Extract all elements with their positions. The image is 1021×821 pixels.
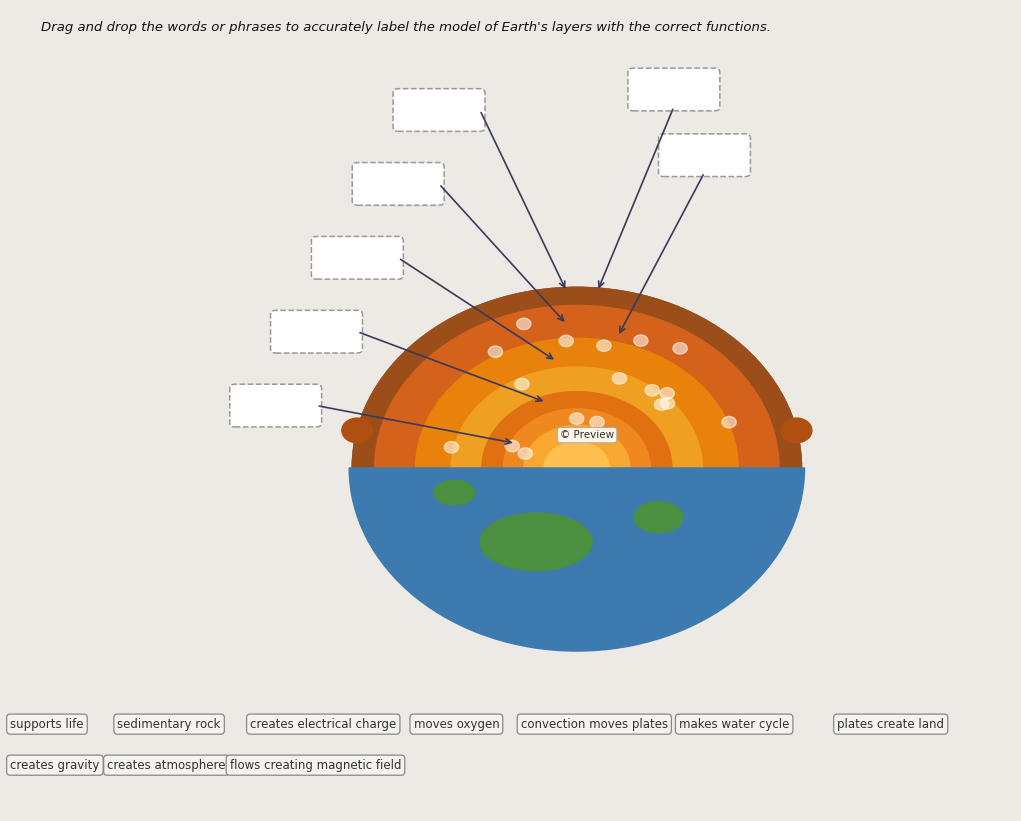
Wedge shape — [349, 468, 805, 651]
Circle shape — [654, 399, 669, 410]
Circle shape — [519, 447, 533, 459]
FancyBboxPatch shape — [659, 134, 750, 177]
Wedge shape — [352, 287, 801, 468]
Circle shape — [781, 418, 812, 443]
Circle shape — [488, 346, 502, 357]
FancyBboxPatch shape — [311, 236, 403, 279]
Circle shape — [570, 413, 584, 424]
Circle shape — [560, 335, 574, 346]
Text: supports life: supports life — [10, 718, 84, 731]
Text: creates electrical charge: creates electrical charge — [250, 718, 396, 731]
Wedge shape — [451, 367, 702, 468]
Circle shape — [634, 335, 648, 346]
Ellipse shape — [480, 513, 592, 571]
Wedge shape — [375, 305, 779, 468]
Circle shape — [444, 442, 458, 453]
Circle shape — [342, 418, 373, 443]
Circle shape — [515, 378, 529, 390]
Text: Drag and drop the words or phrases to accurately label the model of Earth's laye: Drag and drop the words or phrases to ac… — [41, 21, 771, 34]
Circle shape — [482, 392, 672, 544]
Text: © Preview: © Preview — [560, 430, 615, 440]
FancyBboxPatch shape — [628, 68, 720, 111]
Text: sedimentary rock: sedimentary rock — [117, 718, 221, 731]
Wedge shape — [352, 287, 801, 468]
FancyBboxPatch shape — [271, 310, 362, 353]
Circle shape — [505, 440, 520, 452]
Text: creates gravity: creates gravity — [10, 759, 100, 772]
FancyBboxPatch shape — [352, 163, 444, 205]
Circle shape — [517, 319, 531, 330]
Circle shape — [352, 287, 801, 649]
Text: moves oxygen: moves oxygen — [414, 718, 499, 731]
Circle shape — [660, 388, 674, 399]
Text: convection moves plates: convection moves plates — [521, 718, 668, 731]
FancyBboxPatch shape — [393, 89, 485, 131]
FancyBboxPatch shape — [230, 384, 322, 427]
Circle shape — [661, 397, 675, 409]
Circle shape — [524, 425, 630, 511]
Circle shape — [673, 342, 687, 354]
Text: plates create land: plates create land — [837, 718, 944, 731]
Circle shape — [590, 416, 604, 428]
Text: makes water cycle: makes water cycle — [679, 718, 789, 731]
Ellipse shape — [434, 480, 475, 505]
Circle shape — [544, 442, 610, 494]
Circle shape — [503, 409, 650, 527]
Text: flows creating magnetic field: flows creating magnetic field — [230, 759, 401, 772]
Circle shape — [613, 373, 627, 384]
Circle shape — [645, 384, 660, 396]
Ellipse shape — [634, 502, 683, 533]
Wedge shape — [416, 338, 738, 468]
Text: creates atmosphere: creates atmosphere — [107, 759, 226, 772]
Circle shape — [722, 416, 736, 428]
Circle shape — [597, 340, 612, 351]
